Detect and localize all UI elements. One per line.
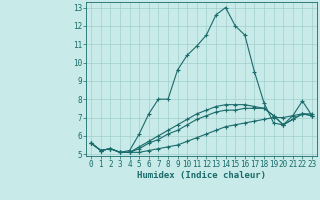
X-axis label: Humidex (Indice chaleur): Humidex (Indice chaleur)	[137, 171, 266, 180]
